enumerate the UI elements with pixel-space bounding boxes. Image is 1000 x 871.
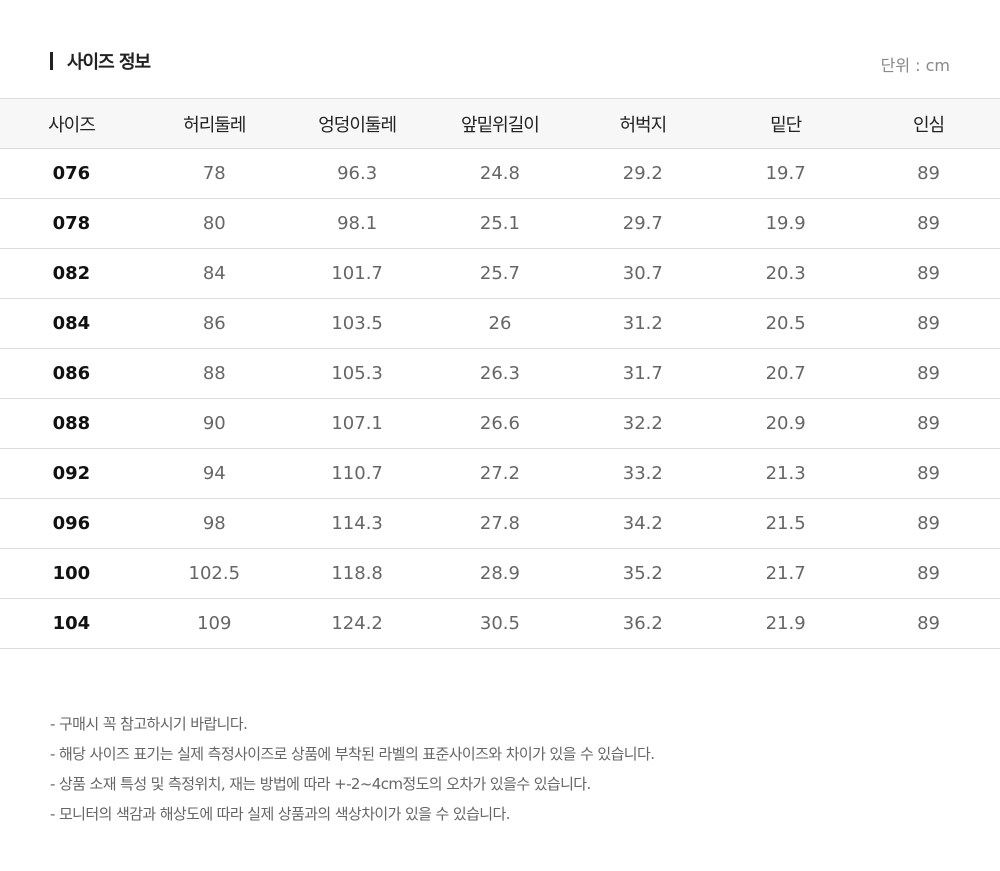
- value-cell: 102.5: [142, 548, 286, 599]
- size-cell: 076: [0, 148, 143, 199]
- page-title: 사이즈 정보: [67, 52, 151, 73]
- value-cell: 78: [142, 148, 286, 199]
- value-cell: 118.8: [285, 548, 429, 599]
- value-cell: 89: [857, 448, 1000, 499]
- note-item: - 구매시 꼭 참고하시기 바랍니다.: [50, 715, 248, 733]
- value-cell: 89: [857, 398, 1000, 449]
- value-cell: 20.9: [714, 398, 858, 449]
- value-cell: 34.2: [571, 498, 715, 549]
- column-header: 허벅지: [571, 98, 715, 149]
- value-cell: 114.3: [285, 498, 429, 549]
- column-header: 사이즈: [0, 98, 143, 149]
- value-cell: 98: [142, 498, 286, 549]
- note-item: - 모니터의 색감과 해상도에 따라 실제 상품과의 색상차이가 있을 수 있습…: [50, 805, 510, 823]
- size-cell: 078: [0, 198, 143, 249]
- value-cell: 21.7: [714, 548, 858, 599]
- value-cell: 89: [857, 198, 1000, 249]
- value-cell: 28.9: [428, 548, 572, 599]
- value-cell: 29.7: [571, 198, 715, 249]
- size-table: 사이즈 허리둘레 엉덩이둘레 앞밑위길이 허벅지 밑단 인심 076 78 96.3 24.8 29…: [0, 98, 1000, 649]
- value-cell: 88: [142, 348, 286, 399]
- value-cell: 21.9: [714, 598, 858, 649]
- value-cell: 35.2: [571, 548, 715, 599]
- value-cell: 36.2: [571, 598, 715, 649]
- table-row: 096 98 114.3 27.8 34.2 21.5 89: [0, 498, 1000, 549]
- size-cell: 082: [0, 248, 143, 299]
- value-cell: 89: [857, 548, 1000, 599]
- value-cell: 25.7: [428, 248, 572, 299]
- value-cell: 94: [142, 448, 286, 499]
- value-cell: 31.7: [571, 348, 715, 399]
- table-row: 078 80 98.1 25.1 29.7 19.9 89: [0, 198, 1000, 249]
- value-cell: 80: [142, 198, 286, 249]
- value-cell: 20.3: [714, 248, 858, 299]
- value-cell: 27.8: [428, 498, 572, 549]
- table-row: 092 94 110.7 27.2 33.2 21.3 89: [0, 448, 1000, 499]
- value-cell: 21.3: [714, 448, 858, 499]
- value-cell: 96.3: [285, 148, 429, 199]
- value-cell: 89: [857, 498, 1000, 549]
- value-cell: 31.2: [571, 298, 715, 349]
- value-cell: 89: [857, 248, 1000, 299]
- value-cell: 84: [142, 248, 286, 299]
- size-cell: 088: [0, 398, 143, 449]
- notes: - 구매시 꼭 참고하시기 바랍니다. - 해당 사이즈 표기는 실제 측정사이즈…: [50, 712, 655, 832]
- value-cell: 26: [428, 298, 572, 349]
- value-cell: 33.2: [571, 448, 715, 499]
- value-cell: 21.5: [714, 498, 858, 549]
- table-row: 082 84 101.7 25.7 30.7 20.3 89: [0, 248, 1000, 299]
- value-cell: 89: [857, 298, 1000, 349]
- size-cell: 084: [0, 298, 143, 349]
- value-cell: 103.5: [285, 298, 429, 349]
- size-cell: 104: [0, 598, 143, 649]
- value-cell: 86: [142, 298, 286, 349]
- size-cell: 086: [0, 348, 143, 399]
- value-cell: 32.2: [571, 398, 715, 449]
- section-title: 사이즈 정보: [50, 49, 151, 73]
- value-cell: 124.2: [285, 598, 429, 649]
- note-item: - 해당 사이즈 표기는 실제 측정사이즈로 상품에 부착된 라벨의 표준사이즈…: [50, 745, 655, 763]
- value-cell: 110.7: [285, 448, 429, 499]
- size-cell: 092: [0, 448, 143, 499]
- value-cell: 19.7: [714, 148, 858, 199]
- column-header: 허리둘레: [142, 98, 286, 149]
- value-cell: 30.7: [571, 248, 715, 299]
- unit-label: 단위 : cm: [880, 56, 950, 75]
- table-row: 084 86 103.5 26 31.2 20.5 89: [0, 298, 1000, 349]
- value-cell: 29.2: [571, 148, 715, 199]
- column-header: 밑단: [714, 98, 858, 149]
- table-row: 076 78 96.3 24.8 29.2 19.7 89: [0, 148, 1000, 199]
- table-row: 088 90 107.1 26.6 32.2 20.9 89: [0, 398, 1000, 449]
- column-header: 인심: [857, 98, 1000, 149]
- value-cell: 105.3: [285, 348, 429, 399]
- value-cell: 26.6: [428, 398, 572, 449]
- value-cell: 89: [857, 148, 1000, 199]
- table-row: 086 88 105.3 26.3 31.7 20.7 89: [0, 348, 1000, 399]
- value-cell: 89: [857, 598, 1000, 649]
- value-cell: 90: [142, 398, 286, 449]
- column-header: 엉덩이둘레: [285, 98, 429, 149]
- value-cell: 20.5: [714, 298, 858, 349]
- value-cell: 19.9: [714, 198, 858, 249]
- value-cell: 20.7: [714, 348, 858, 399]
- note-item: - 상품 소재 특성 및 측정위치, 재는 방법에 따라 +-2~4cm정도의 …: [50, 775, 591, 793]
- size-cell: 096: [0, 498, 143, 549]
- value-cell: 109: [142, 598, 286, 649]
- value-cell: 24.8: [428, 148, 572, 199]
- column-header: 앞밑위길이: [428, 98, 572, 149]
- table-header-row: 사이즈 허리둘레 엉덩이둘레 앞밑위길이 허벅지 밑단 인심: [0, 98, 1000, 149]
- value-cell: 25.1: [428, 198, 572, 249]
- size-cell: 100: [0, 548, 143, 599]
- value-cell: 27.2: [428, 448, 572, 499]
- value-cell: 98.1: [285, 198, 429, 249]
- value-cell: 30.5: [428, 598, 572, 649]
- value-cell: 107.1: [285, 398, 429, 449]
- table-row: 100 102.5 118.8 28.9 35.2 21.7 89: [0, 548, 1000, 599]
- table-row: 104 109 124.2 30.5 36.2 21.9 89: [0, 598, 1000, 649]
- value-cell: 26.3: [428, 348, 572, 399]
- title-bar-decoration: [50, 52, 53, 70]
- value-cell: 89: [857, 348, 1000, 399]
- value-cell: 101.7: [285, 248, 429, 299]
